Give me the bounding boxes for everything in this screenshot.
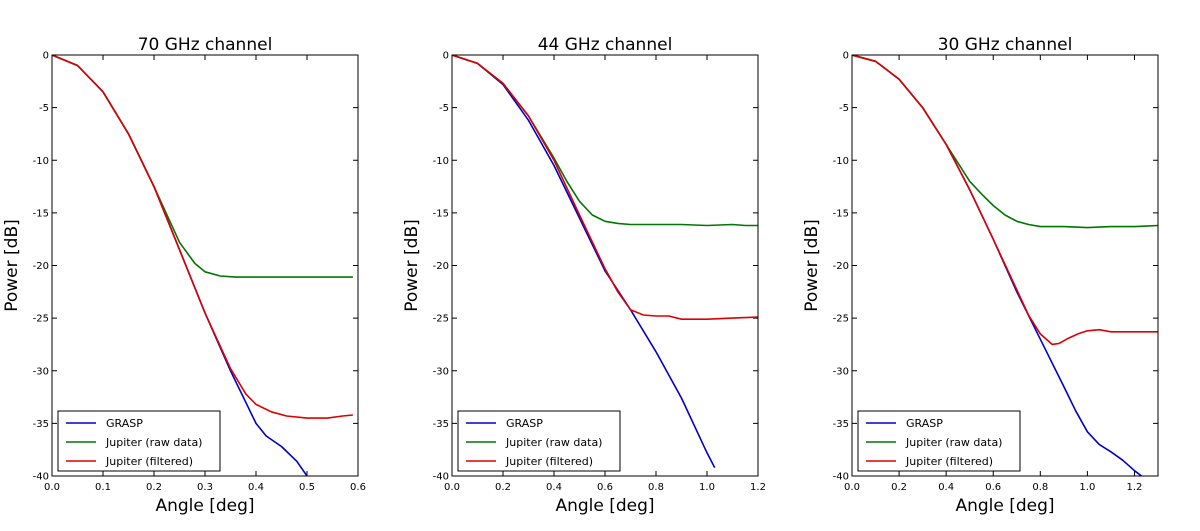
x-tick-label: 1.2: [750, 482, 766, 493]
x-tick-label: 1.0: [699, 482, 715, 493]
y-tick-label: -20: [33, 261, 49, 272]
chart-title: 30 GHz channel: [938, 35, 1073, 55]
y-tick-label: -35: [33, 419, 49, 430]
x-tick-label: 0.1: [95, 482, 111, 493]
y-tick-label: -40: [33, 472, 49, 483]
x-tick-label: 0.8: [648, 482, 664, 493]
y-tick-label: -30: [33, 366, 49, 377]
y-tick-label: -10: [33, 156, 49, 167]
x-tick-label: 0.6: [985, 482, 1001, 493]
y-tick-label: -40: [833, 472, 849, 483]
legend: GRASP Jupiter (raw data) Jupiter (filtered…: [857, 410, 1021, 472]
legend-label: Jupiter (raw data): [505, 436, 602, 449]
series-line-jupiter-raw-data: [852, 55, 1158, 229]
x-tick-label: 0.0: [444, 482, 460, 493]
x-tick-label: 0.2: [891, 482, 907, 493]
legend-box: [57, 410, 221, 472]
x-tick-label: 0.4: [938, 482, 954, 493]
chart-panel-2: 44 GHz channel 0.0 0.2 0.4 0.6 0.8 1.0 1.2 0 -5 -1…: [402, 35, 766, 516]
plot-frame: [451, 54, 759, 477]
y-tick-label: -15: [833, 208, 849, 219]
x-tick-label: 0.4: [546, 482, 562, 493]
y-tick-label: -25: [433, 314, 449, 325]
y-axis-label: Power [dB]: [802, 219, 822, 312]
legend-label: Jupiter (filtered): [505, 455, 593, 468]
y-tick-label: -10: [833, 156, 849, 167]
plot-frame: [851, 54, 1159, 477]
y-tick-label: -30: [433, 366, 449, 377]
chart-title: 44 GHz channel: [538, 35, 673, 55]
legend-label: Jupiter (raw data): [905, 436, 1002, 449]
y-tick-label: -20: [433, 261, 449, 272]
x-tick-label: 0.2: [495, 482, 511, 493]
y-tick-label: -5: [439, 103, 449, 114]
legend-label: GRASP: [506, 417, 543, 430]
x-tick-label: 1.2: [1127, 482, 1143, 493]
x-tick-label: 0.4: [248, 482, 264, 493]
y-tick-label: -25: [833, 314, 849, 325]
legend: GRASP Jupiter (raw data) Jupiter (filtered…: [457, 410, 621, 472]
y-tick-label: -10: [433, 156, 449, 167]
legend: GRASP Jupiter (raw data) Jupiter (filtered…: [57, 410, 221, 472]
series-line-jupiter-filtered: [52, 55, 353, 419]
legend-label: Jupiter (filtered): [905, 455, 993, 468]
chart-title: 70 GHz channel: [138, 35, 273, 55]
y-tick-label: 0: [43, 51, 49, 62]
x-tick-label: 0.3: [197, 482, 213, 493]
x-tick-label: 0.0: [844, 482, 860, 493]
x-tick-label: 0.5: [299, 482, 315, 493]
x-tick-label: 0.6: [350, 482, 366, 493]
series-line-jupiter-filtered: [852, 55, 1158, 346]
series-line-jupiter-filtered: [452, 55, 758, 321]
y-tick-label: -30: [833, 366, 849, 377]
y-tick-label: 0: [843, 51, 849, 62]
y-tick-label: -5: [39, 103, 49, 114]
x-tick-label: 0.6: [597, 482, 613, 493]
x-axis-label: Angle [deg]: [955, 496, 1054, 516]
y-tick-label: -35: [833, 419, 849, 430]
y-tick-label: 0: [443, 51, 449, 62]
y-tick-label: -15: [433, 208, 449, 219]
x-tick-label: 0.0: [44, 482, 60, 493]
series-line-grasp: [452, 55, 716, 468]
x-axis-label: Angle [deg]: [155, 496, 254, 516]
legend-label: GRASP: [106, 417, 143, 430]
chart-panel-1: 70 GHz channel 0.0 0.1 0.2 0.3 0.4 0.5 0.6 0 -5 -1…: [2, 35, 366, 516]
legend-label: Jupiter (filtered): [105, 455, 193, 468]
legend-label: GRASP: [906, 417, 943, 430]
y-tick-label: -5: [839, 103, 849, 114]
x-tick-label: 0.2: [146, 482, 162, 493]
plot-frame: [51, 54, 359, 477]
chart-panel-3: 30 GHz channel 0.0 0.2 0.4 0.6 0.8 1.0 1.2 0 -5 -1…: [802, 35, 1159, 516]
y-tick-label: -35: [433, 419, 449, 430]
y-axis-label: Power [dB]: [402, 219, 422, 312]
legend-label: Jupiter (raw data): [105, 436, 202, 449]
x-tick-label: 0.8: [1032, 482, 1048, 493]
x-axis-label: Angle [deg]: [555, 496, 654, 516]
y-axis-label: Power [dB]: [2, 219, 22, 312]
series-line-jupiter-raw-data: [52, 55, 353, 278]
y-tick-label: -15: [33, 208, 49, 219]
y-tick-label: -20: [833, 261, 849, 272]
x-tick-label: 1.0: [1079, 482, 1095, 493]
y-tick-label: -25: [33, 314, 49, 325]
y-tick-label: -40: [433, 472, 449, 483]
